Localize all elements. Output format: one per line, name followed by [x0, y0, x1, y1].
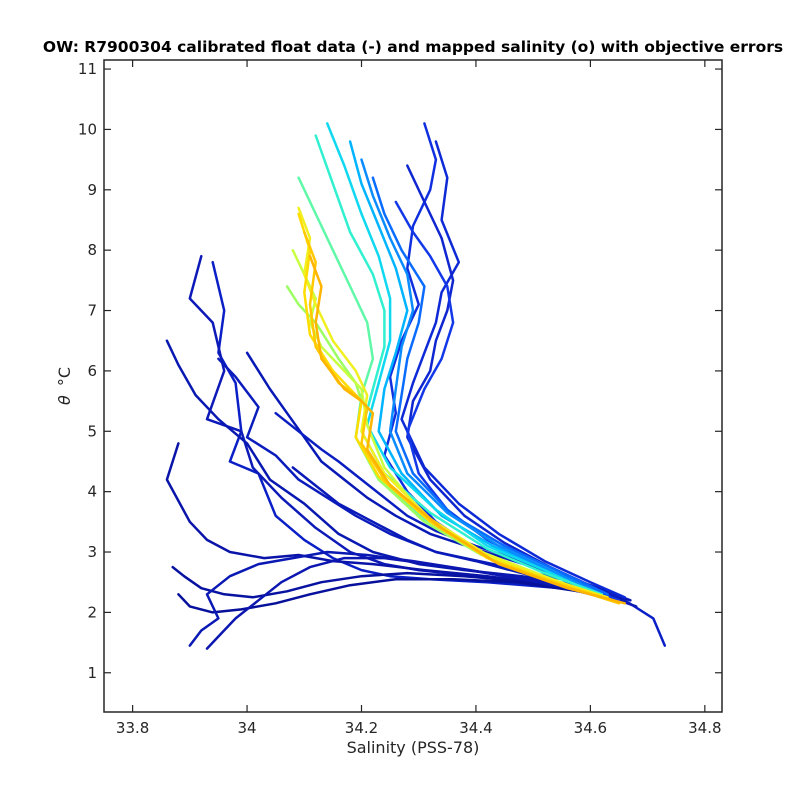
plot-frame: [103, 59, 723, 713]
x-tick-label-5: 34.8: [688, 719, 721, 737]
late-profile-line-5: [314, 134, 604, 596]
x-axis-label: Salinity (PSS-78): [347, 738, 480, 757]
x-tick-label-1: 34: [238, 719, 257, 737]
x-tick-label-4: 34.6: [574, 719, 607, 737]
early-profile-line-8: [205, 556, 609, 650]
early-profile-line-9: [217, 357, 615, 599]
y-tick-label-7: 8: [87, 241, 97, 259]
y-axis-label-symbol: θ: [55, 395, 74, 405]
y-tick-label-0: 1: [87, 664, 97, 682]
chart-title: OW: R7900304 calibrated float data (-) a…: [43, 38, 783, 56]
y-tick-label-8: 9: [87, 181, 97, 199]
early-profile-line-3: [165, 339, 626, 602]
y-tick-label-3: 4: [87, 483, 97, 501]
y-tick-label-4: 5: [87, 422, 97, 440]
y-axis-label: θ °C: [55, 367, 74, 405]
late-profile-line-1: [371, 176, 609, 596]
y-tick-label-1: 2: [87, 603, 97, 621]
svg-text:θ °C: θ °C: [55, 367, 74, 405]
x-tick-label-2: 34.2: [345, 719, 378, 737]
y-tick-label-2: 3: [87, 543, 97, 561]
early-profile-line-6: [177, 577, 621, 614]
late-profile-line-3: [348, 140, 598, 596]
y-tick-label-10: 11: [78, 60, 97, 78]
late-profile-line-9: [297, 206, 609, 599]
y-tick-label-6: 7: [87, 302, 97, 320]
early-profile-line-14: [400, 140, 626, 599]
late-profile-line-2: [360, 158, 604, 596]
early-profile-line-15: [406, 164, 598, 590]
y-tick-label-9: 10: [78, 120, 97, 138]
x-tick-label-3: 34.4: [459, 719, 492, 737]
profile-lines: [165, 122, 667, 650]
early-profile-line-5: [171, 565, 604, 599]
y-tick-label-5: 6: [87, 362, 97, 380]
late-profile-line-4: [325, 122, 598, 596]
late-profile-line-12: [308, 254, 626, 605]
early-profile-line-4: [165, 442, 615, 602]
y-axis-label-unit: °C: [55, 367, 74, 386]
x-tick-label-0: 33.8: [116, 719, 149, 737]
